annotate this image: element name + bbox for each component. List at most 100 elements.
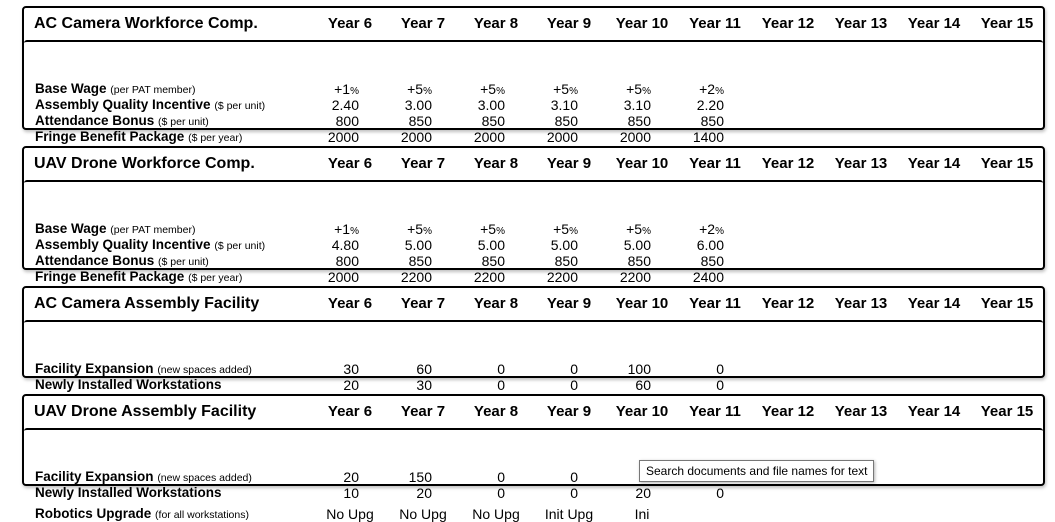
value-cell[interactable]: +5%	[508, 81, 578, 97]
value-cell[interactable]: +5%	[362, 221, 432, 237]
value-cell[interactable]: 150	[362, 469, 432, 485]
value-cell[interactable]: 850	[508, 253, 578, 269]
value-cell[interactable]: +1%	[289, 81, 359, 97]
value-cell[interactable]: 2.40	[289, 97, 359, 113]
value-text: 0	[497, 377, 505, 393]
value-cell[interactable]: +2%	[654, 81, 724, 97]
value-cell[interactable]: 60	[362, 361, 432, 377]
value-cell[interactable]: 850	[581, 113, 651, 129]
value-text: 2000	[546, 129, 578, 145]
value-cell[interactable]: 800	[289, 113, 359, 129]
year-header: Year 13	[834, 403, 888, 420]
value-cell[interactable]: No Upg	[315, 506, 385, 522]
value-cell[interactable]: 0	[508, 469, 578, 485]
value-cell[interactable]: 850	[654, 253, 724, 269]
value-cell[interactable]: 3.10	[581, 97, 651, 113]
value-cell[interactable]: 5.00	[508, 237, 578, 253]
value-cell[interactable]: 10	[289, 485, 359, 501]
value-cell[interactable]: 0	[435, 469, 505, 485]
value-cell[interactable]: +5%	[581, 81, 651, 97]
value-cell[interactable]: 2000	[508, 129, 578, 145]
value-cell[interactable]: No Upg	[388, 506, 458, 522]
value-cell[interactable]: 20	[362, 485, 432, 501]
value-cell[interactable]: 2000	[289, 269, 359, 285]
value-cell[interactable]: 850	[581, 253, 651, 269]
value-cell[interactable]: 5.00	[435, 237, 505, 253]
row-label-note: (for all workstations)	[155, 509, 249, 521]
value-cell[interactable]: +5%	[581, 221, 651, 237]
value-text: 0	[570, 377, 578, 393]
value-cell[interactable]: 5.00	[581, 237, 651, 253]
value-cell[interactable]: +5%	[435, 81, 505, 97]
value-cell[interactable]: 2200	[362, 269, 432, 285]
value-cell[interactable]: +1%	[289, 221, 359, 237]
value-cell[interactable]: 0	[435, 485, 505, 501]
value-cell[interactable]: 2400	[654, 269, 724, 285]
value-cell[interactable]: 3.00	[435, 97, 505, 113]
value-cell[interactable]: 0	[508, 485, 578, 501]
value-cell[interactable]: Init Upg	[534, 506, 604, 522]
value-text: 850	[554, 113, 578, 129]
value-cell[interactable]: 2.20	[654, 97, 724, 113]
value-cell[interactable]: +5%	[508, 221, 578, 237]
value-cell[interactable]: 3.00	[362, 97, 432, 113]
value-cell[interactable]: +5%	[362, 81, 432, 97]
value-text: 20	[635, 485, 651, 501]
value-cell[interactable]: +5%	[435, 221, 505, 237]
value-cell[interactable]: 3.10	[508, 97, 578, 113]
percent-sign: %	[569, 86, 578, 97]
value-text: 150	[408, 469, 432, 485]
value-cell[interactable]: 6.00	[654, 237, 724, 253]
value-cell[interactable]: 800	[289, 253, 359, 269]
value-cell[interactable]: 20	[581, 485, 651, 501]
value-cell[interactable]: 850	[508, 113, 578, 129]
year-header: Year 8	[473, 403, 519, 420]
value-text: 60	[635, 377, 651, 393]
value-text: 850	[554, 253, 578, 269]
panel-title: AC Camera Workforce Comp.	[34, 15, 258, 32]
value-text: 850	[627, 253, 651, 269]
year-header: Year 6	[327, 403, 373, 420]
value-cell[interactable]: 850	[362, 253, 432, 269]
value-text: 5.00	[623, 237, 651, 253]
value-cell[interactable]: Ini	[607, 506, 677, 522]
value-cell[interactable]: 0	[654, 485, 724, 501]
year-header: Year 15	[980, 403, 1034, 420]
value-text: 2200	[546, 269, 578, 285]
value-cell[interactable]: 0	[435, 361, 505, 377]
value-cell[interactable]: 0	[508, 377, 578, 393]
value-cell[interactable]: 4.80	[289, 237, 359, 253]
value-cell[interactable]: 100	[581, 361, 651, 377]
value-cell[interactable]: 60	[581, 377, 651, 393]
panel-header: UAV Drone Workforce Comp. Year 6 Year 7 Yea…	[24, 148, 1043, 178]
value-cell[interactable]: 850	[362, 113, 432, 129]
value-cell[interactable]: 0	[654, 361, 724, 377]
value-cell[interactable]: 850	[435, 113, 505, 129]
value-cell[interactable]: +2%	[654, 221, 724, 237]
value-cell[interactable]: 0	[654, 377, 724, 393]
value-text: 20	[343, 377, 359, 393]
value-cell[interactable]: 0	[435, 377, 505, 393]
value-text: +2	[699, 81, 716, 97]
value-cell[interactable]: 2000	[581, 129, 651, 145]
value-cell[interactable]: 20	[289, 469, 359, 485]
value-cell[interactable]: 5.00	[362, 237, 432, 253]
row-label-note: (new spaces added)	[157, 472, 252, 484]
value-cell[interactable]: 30	[289, 361, 359, 377]
row-label: Newly Installed Workstations	[35, 377, 222, 392]
value-cell[interactable]: 2200	[508, 269, 578, 285]
value-cell[interactable]: 2000	[435, 129, 505, 145]
value-cell[interactable]: No Upg	[461, 506, 531, 522]
value-cell[interactable]: 2200	[581, 269, 651, 285]
value-cell[interactable]: 0	[508, 361, 578, 377]
value-cell[interactable]: 2000	[362, 129, 432, 145]
value-cell[interactable]: 20	[289, 377, 359, 393]
value-cell[interactable]: 30	[362, 377, 432, 393]
value-text: 2000	[619, 129, 651, 145]
value-cell[interactable]: 2000	[289, 129, 359, 145]
value-cell[interactable]: 850	[435, 253, 505, 269]
value-cell[interactable]: 850	[654, 113, 724, 129]
value-cell[interactable]: 1400	[654, 129, 724, 145]
value-cell[interactable]: 2200	[435, 269, 505, 285]
year-header: Year 12	[761, 15, 815, 32]
